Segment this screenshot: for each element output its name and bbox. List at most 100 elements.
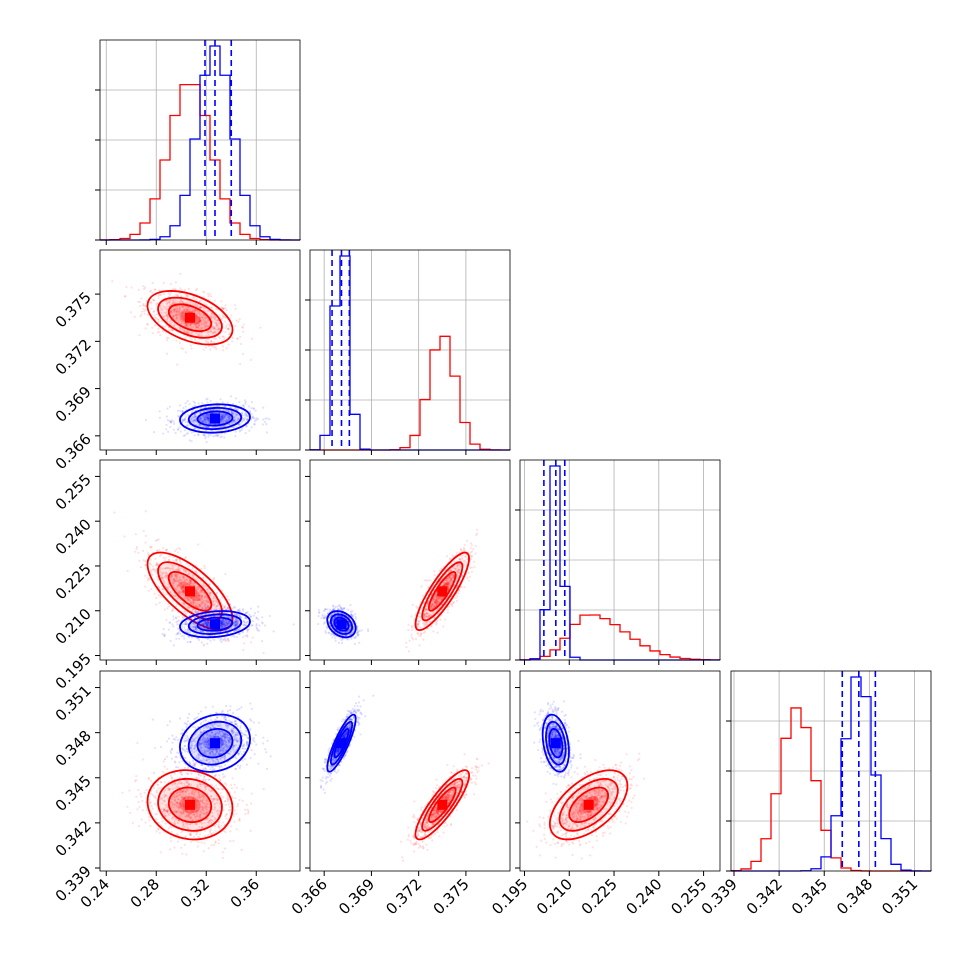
point (190, 600, 193, 604)
point (183, 308, 186, 311)
point (216, 324, 220, 327)
point (456, 595, 459, 598)
point (187, 310, 191, 313)
point (199, 411, 202, 415)
point (182, 568, 186, 571)
point (201, 420, 204, 423)
point (195, 287, 199, 291)
point (192, 607, 195, 611)
point (209, 328, 213, 331)
point (189, 580, 193, 583)
point (242, 418, 245, 421)
point (190, 596, 194, 599)
point (172, 615, 175, 618)
point (204, 420, 207, 423)
point (194, 308, 197, 311)
point (227, 427, 230, 431)
point (224, 326, 227, 330)
point (152, 310, 155, 314)
point (446, 608, 450, 611)
point (174, 605, 178, 608)
point (234, 307, 237, 310)
point (113, 511, 116, 514)
point (179, 582, 182, 585)
point (220, 435, 223, 438)
point (203, 416, 206, 419)
point (175, 307, 179, 311)
point (194, 308, 197, 312)
point (192, 599, 195, 602)
scatter-panel-2-0 (99, 459, 301, 661)
point (209, 339, 213, 342)
point (205, 413, 208, 416)
point (222, 421, 225, 424)
point (244, 634, 247, 637)
point (187, 331, 191, 335)
point (178, 637, 181, 640)
point (155, 564, 158, 567)
point (222, 425, 225, 428)
point (181, 328, 184, 331)
point (168, 621, 171, 624)
point (233, 606, 237, 609)
point (227, 417, 230, 420)
point (201, 602, 204, 605)
point (159, 554, 162, 557)
point (195, 322, 199, 325)
point (190, 311, 193, 314)
point (161, 432, 165, 435)
point (197, 587, 200, 591)
point (180, 288, 183, 292)
point (410, 636, 414, 639)
point (190, 596, 194, 599)
point (185, 596, 188, 599)
point (249, 358, 252, 362)
point (175, 568, 178, 571)
point (206, 601, 209, 604)
point (198, 424, 201, 427)
point (473, 565, 476, 569)
point (206, 401, 209, 404)
point (173, 300, 176, 303)
point (172, 625, 175, 628)
point (152, 309, 156, 313)
point (190, 347, 193, 350)
point (197, 320, 200, 323)
point (153, 570, 156, 573)
point (123, 295, 127, 298)
point (222, 413, 225, 416)
point (234, 435, 237, 438)
point (440, 567, 443, 570)
point (139, 565, 143, 569)
point (182, 310, 185, 313)
point (233, 415, 236, 418)
point (196, 611, 200, 614)
point (212, 331, 215, 334)
point (466, 539, 469, 542)
point (171, 609, 174, 612)
point (184, 307, 187, 310)
point (262, 406, 265, 409)
point (168, 293, 172, 296)
point (192, 573, 195, 577)
point (200, 594, 204, 598)
point (168, 299, 172, 302)
point (217, 327, 220, 330)
point (200, 417, 203, 420)
point (158, 587, 161, 590)
point (206, 331, 209, 334)
point (212, 326, 215, 330)
point (198, 418, 201, 421)
point (206, 588, 209, 591)
point (205, 421, 208, 424)
point (192, 418, 195, 422)
point (208, 416, 211, 419)
point (172, 315, 175, 318)
point (195, 289, 198, 292)
point (227, 333, 231, 336)
point (160, 571, 163, 574)
point (194, 314, 198, 318)
point (174, 431, 177, 434)
point (160, 576, 164, 580)
point (222, 405, 225, 408)
